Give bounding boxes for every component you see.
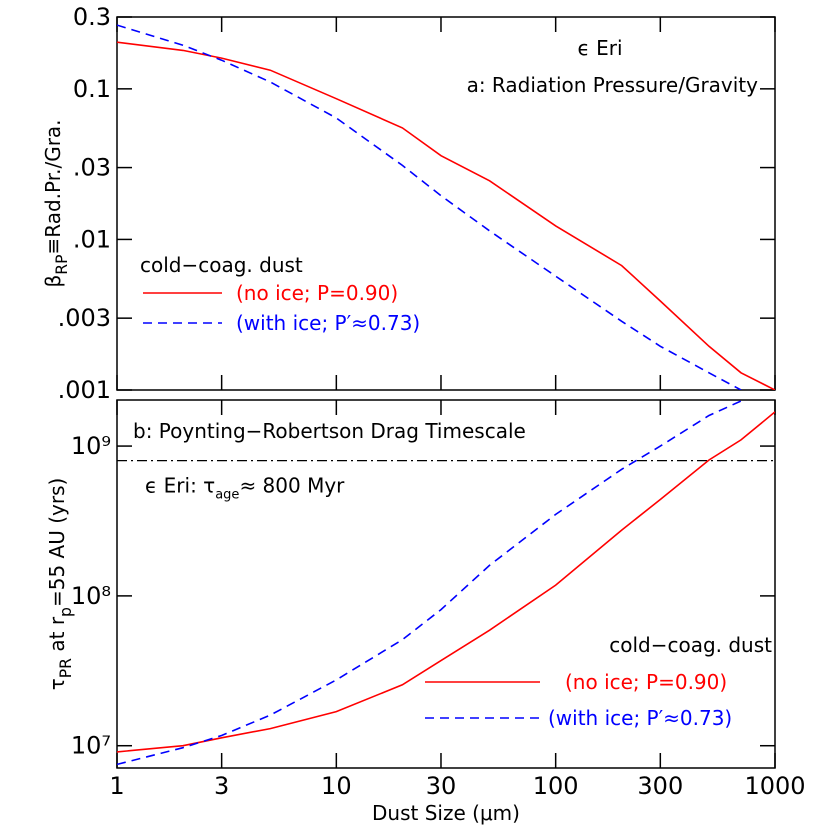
y-axis-label: τPR at rp=55 AU (yrs) [45, 478, 75, 691]
label-part: p [57, 607, 75, 617]
series-line [117, 400, 742, 766]
label-part: β [41, 275, 65, 288]
plot-frame [116, 16, 776, 391]
y-tick-label: .001 [58, 376, 111, 404]
label-part: PR [57, 658, 75, 678]
x-tick-label: 10 [321, 772, 352, 800]
y-axis-label: βRP≡Rad.Pr./Gra. [41, 119, 71, 287]
y-tick-label: 10⁷ [71, 732, 111, 760]
y-tick-label: 0.1 [73, 75, 111, 103]
annotation: cold−coag. dust [140, 253, 303, 277]
annotation: a: Radiation Pressure/Gravity [467, 73, 759, 97]
y-tick-label: 10⁸ [71, 582, 111, 610]
label-part: τ [45, 678, 69, 690]
y-tick-label: .003 [58, 304, 111, 332]
label-part: ≡Rad.Pr./Gra. [41, 119, 65, 254]
label-part: age [215, 488, 239, 503]
series-line [117, 41, 775, 390]
label-part: =55 AU (yrs) [45, 478, 69, 607]
label-part: ≈ 800 Myr [239, 474, 345, 498]
x-tick-label: 1000 [744, 772, 805, 800]
reference-label: ϵ Eri: τage≈ 800 Myr [145, 474, 345, 503]
y-tick-label: .03 [73, 154, 111, 182]
y-tick-label: 0.3 [73, 3, 111, 31]
legend-label: (with ice; P′≈0.73) [548, 706, 732, 730]
annotation: cold−coag. dust [609, 633, 772, 657]
legend-label: (no ice; P=0.90) [236, 281, 398, 305]
series-line [117, 24, 742, 390]
legend-label: (no ice; P=0.90) [565, 670, 727, 694]
x-tick-label: 3 [214, 772, 229, 800]
series-line [117, 411, 775, 753]
panel-title: b: Poynting−Robertson Drag Timescale [133, 419, 526, 443]
x-tick-label: 300 [637, 772, 683, 800]
legend-label: (with ice; P′≈0.73) [236, 311, 420, 335]
y-tick-label: .01 [73, 225, 111, 253]
annotation: ϵ Eri [577, 36, 622, 60]
x-tick-label: 100 [533, 772, 579, 800]
x-tick-label: 30 [426, 772, 457, 800]
plot-frame [116, 399, 776, 769]
label-part: ϵ Eri: τ [145, 474, 215, 498]
label-part: at r [45, 616, 69, 658]
x-axis-label: Dust Size (μm) [372, 801, 520, 825]
y-tick-label: 10⁹ [71, 432, 111, 460]
x-tick-label: 1 [109, 772, 124, 800]
label-part: RP [53, 255, 71, 275]
